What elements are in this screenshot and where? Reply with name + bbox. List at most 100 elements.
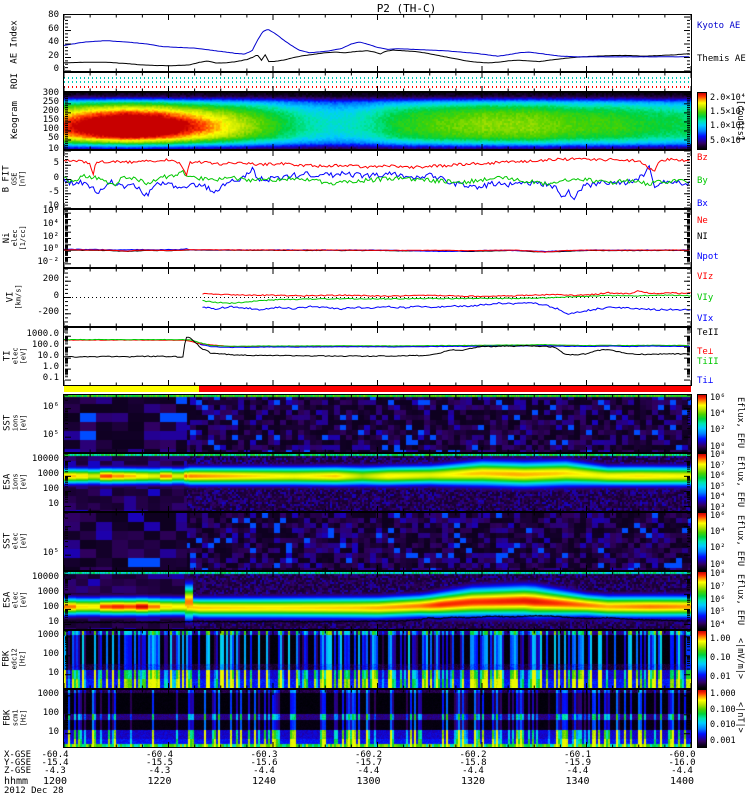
axis-value-hhmm-2: 1240 bbox=[251, 776, 277, 787]
panel-sst_elec bbox=[63, 512, 692, 571]
axis-value-x-gse-6: -60.0 bbox=[668, 750, 696, 760]
sst_elec-spectrogram-canvas bbox=[64, 513, 691, 570]
ylabel-temp: TI elec [eV] bbox=[2, 347, 28, 364]
ylabel-sst_ion: SST ions [eV] bbox=[2, 414, 28, 431]
ytick-fbk_b-10: 10 bbox=[48, 726, 59, 737]
colorbar-unit-keogram: [counts] bbox=[735, 99, 745, 141]
ytick-bfit-10: 10 bbox=[48, 144, 59, 154]
ytick-sst_ion-10: 10⁵ bbox=[42, 430, 59, 441]
colorbar-label-esa_ion-10: 10⁸ bbox=[710, 450, 726, 461]
ytick-temp-10-0: 10.0 bbox=[37, 351, 59, 362]
panel-roi bbox=[63, 72, 692, 92]
axis-value-y-gse-3: -15.7 bbox=[354, 758, 383, 768]
panel-bfit bbox=[63, 150, 692, 209]
series-by bbox=[64, 169, 690, 187]
series-kyoto-ae bbox=[64, 29, 690, 58]
axis-row-label-x-gse: X-GSE bbox=[4, 750, 32, 760]
ylabel-fbk_e: FBK edc12 [Hz] bbox=[2, 647, 28, 670]
series-ti bbox=[199, 343, 691, 349]
axis-value-z-gse-0: -4.3 bbox=[44, 766, 66, 776]
colorbar-label-sst_elec-10: 10⁰ bbox=[710, 559, 726, 570]
colorbar-label-esa_elec-10: 10⁴ bbox=[710, 620, 726, 631]
colorbar-label-sst_elec-10: 10⁶ bbox=[710, 510, 726, 521]
colorbar-sst_ion bbox=[697, 394, 707, 453]
ytick-esa_elec-100: 100 bbox=[42, 602, 59, 613]
colorbar-unit-fbk_e: <|mV/m|> bbox=[735, 638, 745, 679]
colorbar-label-esa_elec-10: 10⁶ bbox=[710, 594, 726, 605]
panel-ni bbox=[63, 209, 692, 268]
ytick-vi-200: -200 bbox=[37, 306, 59, 317]
roi-marker-row-1 bbox=[64, 80, 691, 83]
ytick-temp-0-1: 0.1 bbox=[42, 373, 59, 384]
colorbar-label-fbk_e-1-00: 1.00 bbox=[710, 634, 731, 645]
colorbar-label-esa_ion-10: 10⁵ bbox=[710, 481, 726, 492]
axis-value-hhmm-6: 1400 bbox=[669, 776, 695, 787]
axis-value-z-gse-2: -4.4 bbox=[253, 766, 275, 776]
panel-sst_ion bbox=[63, 394, 692, 453]
colorbar-label-fbk_b-0-100: 0.100 bbox=[710, 704, 736, 715]
ytick-fbk_b-100: 100 bbox=[42, 707, 59, 718]
panel-ae bbox=[63, 14, 692, 72]
axis-value-z-gse-1: -4.3 bbox=[148, 766, 171, 776]
panel-temp bbox=[63, 327, 692, 386]
series-viy bbox=[202, 294, 691, 305]
fbk_e-spectrogram-canvas bbox=[64, 631, 691, 688]
axis-value-x-gse-3: -60.2 bbox=[354, 750, 383, 760]
series-bx bbox=[64, 164, 690, 201]
ylabel-keogram: Keogram bbox=[9, 101, 20, 139]
ytick-vi-0: 0 bbox=[53, 290, 59, 301]
ylabel-esa_elec: ESA elec [eV] bbox=[2, 591, 28, 608]
ytick-ni-10: 10⁴ bbox=[42, 218, 59, 229]
series-bz bbox=[64, 157, 690, 177]
legend-ni: NI bbox=[697, 231, 708, 242]
axis-value-hhmm-4: 1320 bbox=[460, 776, 486, 787]
ytick-keogram-150: 150 bbox=[42, 114, 59, 125]
axis-value-z-gse-5: -4.4 bbox=[566, 766, 589, 776]
axis-value-y-gse-4: -15.8 bbox=[459, 758, 487, 768]
ytick-keogram-250: 250 bbox=[42, 96, 59, 107]
colorbar-keogram bbox=[697, 92, 707, 150]
colorbar-label-esa_ion-10: 10⁴ bbox=[710, 492, 726, 503]
colorbar-label-fbk_e-0-01: 0.01 bbox=[710, 672, 731, 683]
axis-row-label-z-gse: Z-GSE bbox=[4, 766, 32, 776]
ytick-fbk_e-100: 100 bbox=[42, 648, 59, 659]
legend-tiii: TiII bbox=[697, 357, 719, 368]
ytick-fbk_e-1000: 1000 bbox=[37, 629, 59, 640]
bfit-plot-svg bbox=[64, 151, 691, 208]
series-teii bbox=[64, 336, 690, 358]
vi-plot-svg bbox=[64, 269, 691, 326]
axis-value-y-gse-1: -15.5 bbox=[145, 758, 174, 768]
ytick-ae-40: 40 bbox=[48, 37, 59, 47]
axis-value-y-gse-6: -16.0 bbox=[668, 758, 696, 768]
axis-value-x-gse-5: -60.1 bbox=[563, 750, 592, 760]
ytick-ae-0: 0 bbox=[53, 64, 59, 74]
legend-viy: VIy bbox=[697, 292, 714, 303]
legend-viz: VIz bbox=[697, 271, 714, 282]
axis-value-z-gse-4: -4.4 bbox=[462, 766, 484, 776]
panel-fbk_e bbox=[63, 630, 692, 689]
ytick-temp-100-0: 100.0 bbox=[31, 340, 59, 351]
ytick-keogram-200: 200 bbox=[42, 105, 59, 116]
colorbar-label-sst_ion-10: 10² bbox=[710, 425, 726, 436]
ytick-ni-10: 10⁻² bbox=[37, 256, 59, 267]
colorbar-label-esa_elec-10: 10⁷ bbox=[710, 581, 726, 592]
ytick-fbk_e-10: 10 bbox=[48, 667, 59, 678]
axis-value-z-gse-3: -4.4 bbox=[357, 766, 380, 776]
legend-bz: Bz bbox=[697, 152, 708, 163]
colorbar-label-sst_ion-10: 10⁶ bbox=[710, 392, 726, 403]
sample-rate-segment-slow-survey bbox=[64, 386, 199, 392]
legend-te: Te⊥ bbox=[697, 347, 714, 358]
colorbar-label-keogram-1-0-10: 1.0×10⁴ bbox=[710, 121, 746, 132]
axis-date: 2012 Dec 28 bbox=[4, 786, 64, 796]
legend-themis-ae: Themis AE bbox=[697, 53, 746, 64]
colorbar-label-fbk_e-0-10: 0.10 bbox=[710, 653, 731, 664]
axis-value-hhmm-3: 1300 bbox=[356, 776, 381, 787]
ylabel-esa_ion: ESA ions [eV] bbox=[2, 473, 28, 490]
axis-value-x-gse-1: -60.4 bbox=[145, 750, 174, 760]
ytick-fbk_b-1000: 1000 bbox=[37, 688, 59, 699]
axis-value-hhmm-1: 1220 bbox=[147, 776, 172, 787]
colorbar-label-sst_elec-10: 10² bbox=[710, 543, 726, 554]
ytick-esa_ion-1000: 1000 bbox=[37, 469, 59, 480]
legend-ti: Ti⊥ bbox=[697, 375, 714, 386]
ytick-keogram-300: 300 bbox=[42, 87, 59, 98]
